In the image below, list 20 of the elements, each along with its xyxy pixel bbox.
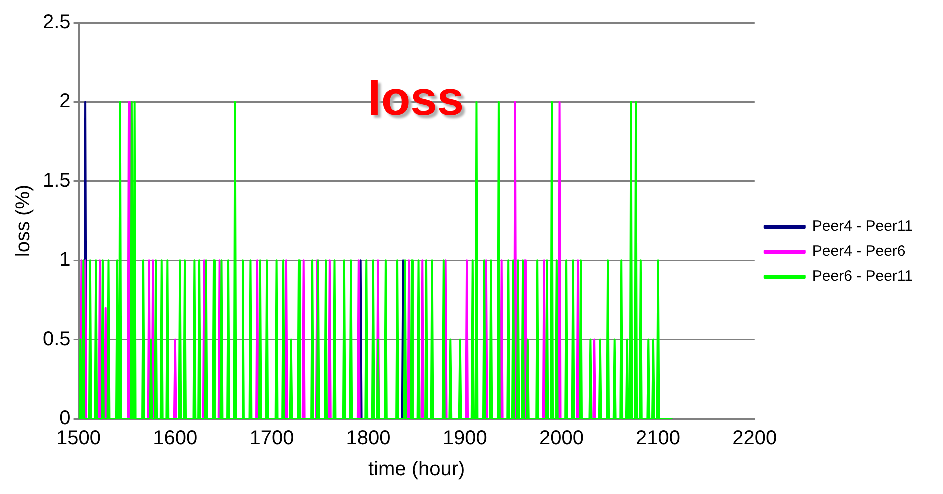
legend-label: Peer4 - Peer6 xyxy=(812,243,906,260)
x-axis-title: time (hour) xyxy=(368,458,466,481)
x-tick-label: 2200 xyxy=(732,428,778,450)
x-tick-label: 2100 xyxy=(636,428,681,450)
legend-label: Peer4 - Peer11 xyxy=(812,218,914,236)
text: loss xyxy=(368,73,464,126)
y-axis-title: loss (%) xyxy=(12,184,35,258)
x-tick-label: 2000 xyxy=(539,428,584,450)
y-tick-label: 1.5 xyxy=(42,170,71,192)
y-tick-label: 2 xyxy=(60,90,71,113)
x-tick-label: 1900 xyxy=(442,428,488,450)
legend-label: Peer6 - Peer11 xyxy=(812,268,914,286)
y-tick-label: 1 xyxy=(60,249,71,272)
y-tick-label: 0 xyxy=(60,408,71,430)
x-tick-label: 1800 xyxy=(346,428,391,450)
x-tick-label: 1500 xyxy=(56,428,102,450)
x-tick-label: 1600 xyxy=(153,428,198,450)
y-tick-label: 2.5 xyxy=(42,12,71,34)
y-tick-label: 0.5 xyxy=(42,328,71,350)
x-tick-label: 1700 xyxy=(250,428,294,450)
